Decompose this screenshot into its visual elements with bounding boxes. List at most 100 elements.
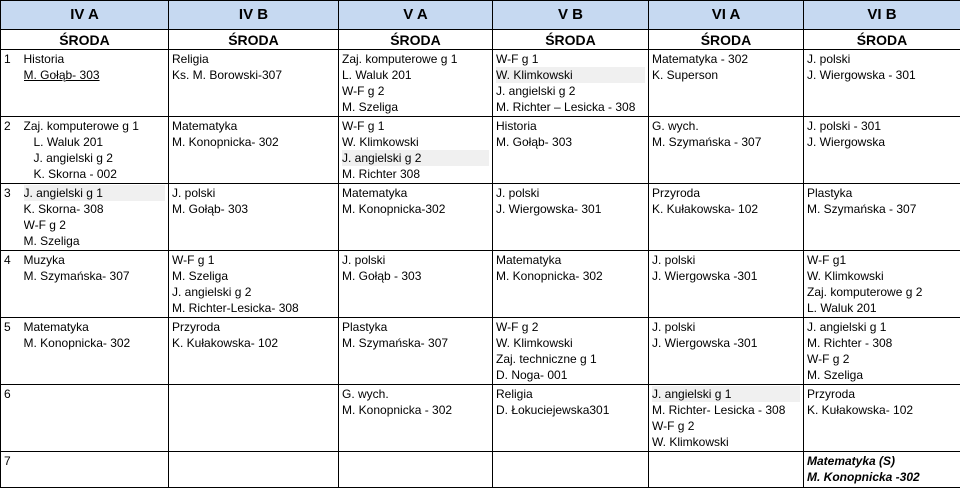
teacher-room: M. Richter – Lesicka - 308 xyxy=(496,100,636,114)
subject: W-F g 2 xyxy=(652,419,695,433)
cell-va: W-F g 1 W. Klimkowski J. angielski g 2 M… xyxy=(338,116,493,184)
subject: G. wych. xyxy=(652,119,699,133)
class-header-ivb: IV B xyxy=(168,0,339,30)
teacher-room: K. Kułakowska- 102 xyxy=(172,336,279,350)
teacher: W. Klimkowski xyxy=(496,67,645,83)
teacher-room: M. Richter - 308 xyxy=(807,336,893,350)
teacher-room: M. Konopnicka- 302 xyxy=(172,135,279,149)
cell-vb: W-F g 1 W. Klimkowski J. angielski g 2 M… xyxy=(492,49,649,117)
subject: Religia xyxy=(496,387,533,401)
cell-iva: Matematyka M. Konopnicka- 302 xyxy=(22,317,169,385)
subject: W-F g 2 xyxy=(23,218,66,232)
cell-via: J. polski J. Wiergowska -301 xyxy=(648,250,804,318)
day-label: ŚRODA xyxy=(0,29,169,50)
lesson-number: 6 xyxy=(0,384,23,452)
cell-vb: Historia M. Gołąb- 303 xyxy=(492,116,649,184)
subject: W-F g1 xyxy=(807,253,847,267)
subject: W-F g 1 xyxy=(496,52,539,66)
teacher-room: J. Wiergowska -301 xyxy=(652,336,758,350)
subject: J. angielski g 1 xyxy=(23,185,165,201)
teacher-room: J. Wiergowska- 301 xyxy=(496,202,602,216)
lesson-row-5: 5 Matematyka M. Konopnicka- 302 Przyroda… xyxy=(0,317,960,385)
teacher: W. Klimkowski xyxy=(652,435,729,449)
teacher-room: M. Gołąb- 303 xyxy=(172,202,249,216)
cell-ivb: W-F g 1 M. Szeliga J. angielski g 2 M. R… xyxy=(168,250,339,318)
subject: Przyroda xyxy=(652,186,701,200)
cell-vb: Religia D. Łokuciejewska301 xyxy=(492,384,649,452)
cell-vb: W-F g 2 W. Klimkowski Zaj. techniczne g … xyxy=(492,317,649,385)
teacher-room: M. Gołąb - 303 xyxy=(342,269,422,283)
subject: Plastyka xyxy=(807,186,853,200)
class-header-vb: V B xyxy=(492,0,649,30)
lesson-row-2: 2 Zaj. komputerowe g 1 L. Waluk 201 J. a… xyxy=(0,116,960,184)
subject: W-F g 1 xyxy=(342,119,385,133)
day-label: ŚRODA xyxy=(168,29,339,50)
subject: J. angielski g 2 xyxy=(496,84,576,98)
cell-via-empty xyxy=(648,451,804,488)
cell-ivb-empty xyxy=(168,384,339,452)
lesson-row-7: 7 Matematyka (S) M. Konopnicka -302 xyxy=(0,451,960,488)
subject-room: J. polski - 301 xyxy=(807,119,882,133)
teacher-room: M. Szymańska- 307 xyxy=(23,269,130,283)
cell-va: J. polski M. Gołąb - 303 xyxy=(338,250,493,318)
day-label: ŚRODA xyxy=(648,29,804,50)
subject: Zaj. techniczne g 1 xyxy=(496,352,597,366)
cell-vb: Matematyka M. Konopnicka- 302 xyxy=(492,250,649,318)
cell-va: Plastyka M. Szymańska- 307 xyxy=(338,317,493,385)
cell-va: G. wych. M. Konopnicka - 302 xyxy=(338,384,493,452)
teacher: M. Szeliga xyxy=(23,234,80,248)
day-label: ŚRODA xyxy=(492,29,649,50)
class-header-va: V A xyxy=(338,0,493,30)
cell-via: Przyroda K. Kułakowska- 102 xyxy=(648,183,804,251)
cell-ivb: J. polski M. Gołąb- 303 xyxy=(168,183,339,251)
subject: J. angielski g 1 xyxy=(652,386,800,402)
lesson-number: 1 xyxy=(0,49,23,117)
subject: J. angielski g 1 xyxy=(807,320,887,334)
teacher-room: M. Richter 308 xyxy=(342,167,421,181)
subject: J. angielski g 2 xyxy=(33,151,113,165)
day-label: ŚRODA xyxy=(803,29,960,50)
teacher-room: L. Waluk 201 xyxy=(33,135,104,149)
class-header-iva: IV A xyxy=(0,0,169,30)
cell-va: Zaj. komputerowe g 1 L. Waluk 201 W-F g … xyxy=(338,49,493,117)
subject: Historia xyxy=(496,119,537,133)
cell-via: Matematyka - 302 K. Superson xyxy=(648,49,804,117)
lesson-row-3: 3 J. angielski g 1 K. Skorna- 308 W-F g … xyxy=(0,183,960,251)
subject: J. polski xyxy=(652,320,696,334)
cell-vib: W-F g1 W. Klimkowski Zaj. komputerowe g … xyxy=(803,250,960,318)
subject: Zaj. komputerowe g 1 xyxy=(342,52,458,66)
teacher-room: Ks. M. Borowski-307 xyxy=(172,68,283,82)
day-row: ŚRODA ŚRODA ŚRODA ŚRODA ŚRODA ŚRODA xyxy=(0,29,960,50)
teacher-room: M. Konopnicka-302 xyxy=(342,202,446,216)
teacher: J. Wiergowska xyxy=(807,135,886,149)
day-label: ŚRODA xyxy=(338,29,493,50)
teacher-room: M. Konopnicka -302 xyxy=(807,470,920,484)
teacher-room: J. Wiergowska -301 xyxy=(652,269,758,283)
teacher-room: M. Szymańska - 307 xyxy=(652,135,762,149)
teacher-room: J. Wiergowska - 301 xyxy=(807,68,916,82)
teacher-room: M. Szymańska- 307 xyxy=(342,336,449,350)
teacher: M. Szeliga xyxy=(172,269,229,283)
cell-ivb-empty xyxy=(168,451,339,488)
subject: Zaj. komputerowe g 2 xyxy=(807,285,923,299)
subject: W-F g 2 xyxy=(342,84,385,98)
subject: Matematyka xyxy=(23,320,89,334)
cell-iva-empty xyxy=(22,384,169,452)
teacher-room: K. Skorna- 308 xyxy=(23,202,104,216)
teacher-room: M. Szymańska - 307 xyxy=(807,202,917,216)
subject: J. polski xyxy=(172,186,216,200)
subject: Religia xyxy=(172,52,209,66)
cell-va-empty xyxy=(338,451,493,488)
cell-iva: J. angielski g 1 K. Skorna- 308 W-F g 2 … xyxy=(22,183,169,251)
subject: Muzyka xyxy=(23,253,65,267)
lesson-row-1: 1 Historia M. Gołąb- 303 Religia Ks. M. … xyxy=(0,49,960,117)
teacher-room: M. Konopnicka- 302 xyxy=(23,336,131,350)
teacher: W. Klimkowski xyxy=(496,336,573,350)
cell-iva-empty xyxy=(22,451,169,488)
cell-vb-empty xyxy=(492,451,649,488)
cell-vib: J. polski J. Wiergowska - 301 xyxy=(803,49,960,117)
subject: W-F g 2 xyxy=(496,320,539,334)
subject: Historia xyxy=(23,52,65,66)
teacher: M. Szeliga xyxy=(807,368,864,382)
lesson-row-6: 6 G. wych. M. Konopnicka - 302 Religia D… xyxy=(0,384,960,452)
